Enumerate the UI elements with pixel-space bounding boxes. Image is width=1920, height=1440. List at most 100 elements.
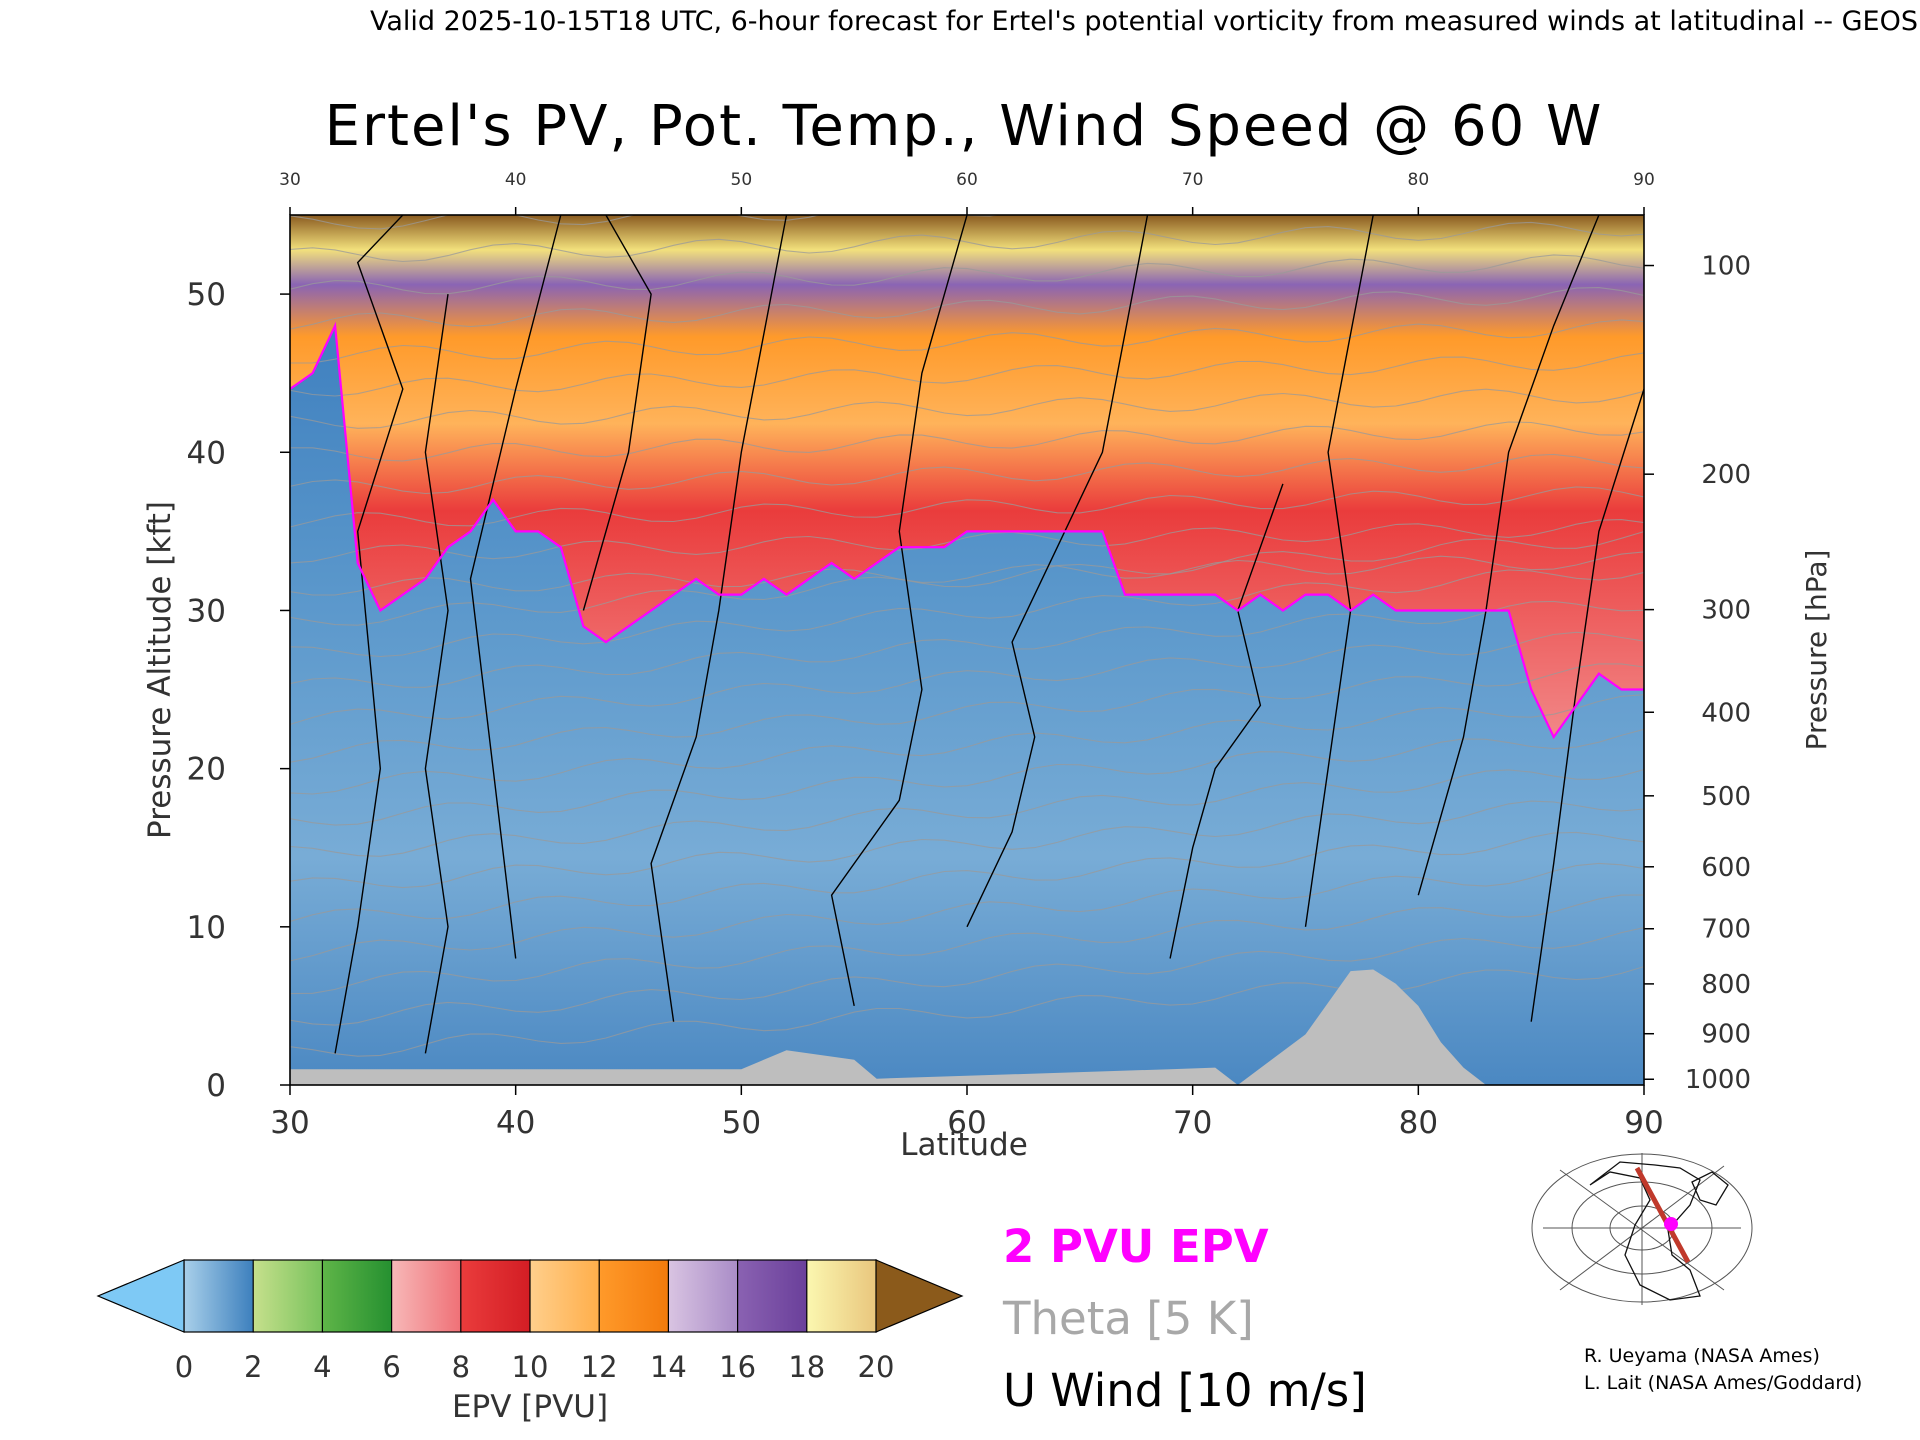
pressure-tick-label: 600 [1701,853,1751,883]
legend-theta: Theta [5 K] [1002,1292,1254,1345]
pressure-tick-label: 400 [1701,698,1751,728]
wind-contour [334,215,404,1054]
terrain-surface [290,969,1487,1085]
y-tick-label: 50 [187,277,226,313]
colorbar-segment [598,1259,670,1333]
theta-contour [290,531,1644,626]
theta-contour [290,254,1644,295]
colorbar-tick-label: 12 [581,1350,618,1384]
colorbar: 0 2 4 6 8 10 12 14 16 18 20 [96,1259,964,1384]
theta-contour [290,768,1644,857]
theta-contour [290,831,1644,923]
x-tick-top-label: 50 [731,170,753,190]
tropopause-2pvu-line [290,321,1644,740]
x-tick-top-label: 30 [279,170,301,190]
pressure-axis-label: Pressure [hPa] [1800,550,1833,751]
theta-contour [290,569,1644,658]
x-tick-label: 30 [270,1105,309,1141]
inset-map [1531,1153,1753,1305]
theta-contour [290,519,1644,564]
theta-contour [290,631,1644,725]
chart-title: Ertel's PV, Pot. Temp., Wind Speed @ 60 … [325,94,1604,159]
colorbar-tick-label: 14 [650,1350,687,1384]
pressure-tick-label: 900 [1701,1020,1751,1050]
credit-2: L. Lait (NASA Ames/Goddard) [1584,1372,1862,1394]
theta-contour [290,800,1644,889]
x-tick-top-label: 40 [505,170,527,190]
theta-contours [290,215,1644,1057]
colorbar-tick-label: 20 [858,1350,895,1384]
colorbar-tick-label: 4 [313,1350,331,1384]
theta-contour [290,663,1644,763]
legend-wind: U Wind [10 m/s] [1003,1364,1367,1417]
theta-contour [290,600,1644,688]
x-tick-label: 60 [947,1105,986,1141]
credit-1: R. Ueyama (NASA Ames) [1584,1345,1820,1367]
theta-contour [290,319,1644,364]
header-text: Valid 2025-10-15T18 UTC, 6-hour forecast… [370,6,1918,37]
colorbar-segment [806,1259,878,1333]
pressure-tick-label: 100 [1701,252,1751,282]
plot-area [290,215,1644,1085]
colorbar-segment [529,1259,601,1333]
x-tick-label: 40 [496,1105,535,1141]
theta-contour [290,287,1644,330]
legend-pv: 2 PVU EPV [1003,1220,1269,1273]
colorbar-tick-label: 6 [382,1350,400,1384]
x-axis-label: Latitude [900,1127,1028,1163]
wind-contour [1530,388,1644,1022]
pressure-tick-label: 700 [1701,915,1751,945]
theta-contour [290,421,1644,462]
x-tick-label: 50 [722,1105,761,1141]
y-tick-label: 40 [187,435,226,471]
wind-contour [1169,483,1284,959]
colorbar-segment [321,1259,393,1333]
colorbar-label: EPV [PVU] [452,1389,608,1425]
theta-contour [290,453,1644,495]
colorbar-tick-label: 2 [244,1350,262,1384]
theta-contour [290,926,1644,1026]
colorbar-under-arrow [96,1259,185,1333]
y-axis-label: Pressure Altitude [kft] [142,501,178,839]
colorbar-segment [252,1259,324,1333]
pressure-tick-label: 800 [1701,970,1751,1000]
theta-contour [290,862,1644,962]
wind-contour [830,215,968,1007]
theta-contour [290,894,1644,995]
wind-contour [469,215,562,959]
colorbar-tick-label: 18 [788,1350,825,1384]
colorbar-segment [667,1259,739,1333]
theta-contour [290,388,1644,429]
colorbar-tick-label: 10 [512,1350,549,1384]
x-tick-label: 90 [1624,1105,1663,1141]
colorbar-tick-label: 8 [452,1350,470,1384]
colorbar-tick-label: 0 [175,1350,193,1384]
x-tick-label: 80 [1399,1105,1438,1141]
x-tick-top-label: 60 [956,170,978,190]
terrain-mask [290,969,1487,1085]
pressure-tick-label: 500 [1701,782,1751,812]
y-axis: 0 10 20 30 40 50 [187,277,290,1104]
pressure-axis: 100 200 300 400 500 600 700 800 900 1000 [1644,252,1751,1095]
wind-contour [1417,215,1600,896]
x-axis-top: 30 40 50 60 70 80 90 [279,170,1655,215]
colorbar-segment [391,1259,462,1333]
pressure-tick-label: 300 [1701,596,1751,626]
x-tick-label: 70 [1173,1105,1212,1141]
x-tick-top-label: 70 [1182,170,1204,190]
y-tick-label: 0 [206,1068,226,1104]
y-tick-label: 30 [187,593,226,629]
colorbar-over-arrow [875,1259,964,1333]
pressure-tick-label: 200 [1701,460,1751,490]
pressure-tick-label: 1000 [1685,1065,1751,1095]
troposphere-field [290,325,1644,1085]
theta-contour [290,694,1644,795]
colorbar-segment [736,1259,808,1333]
colorbar-segment [460,1259,532,1333]
wind-contour [966,215,1149,928]
theta-contour [290,221,1644,263]
wind-contour [650,215,788,1022]
theta-contour [290,486,1644,528]
wind-contour [582,215,652,611]
